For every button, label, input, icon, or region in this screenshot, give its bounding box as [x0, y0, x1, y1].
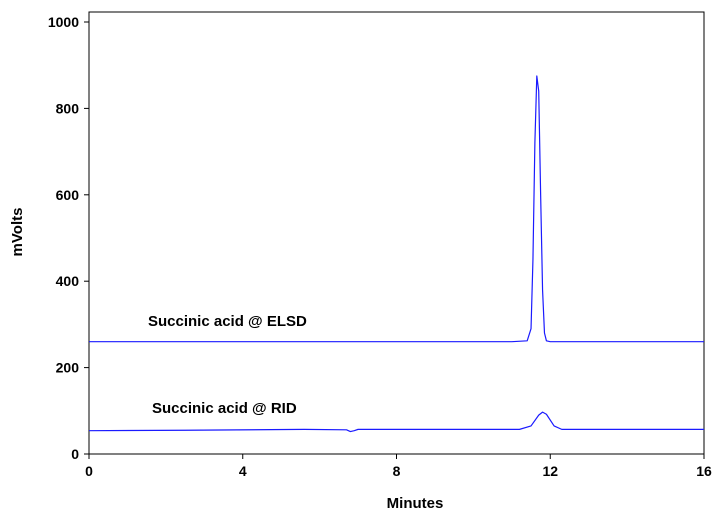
rid-series-label: Succinic acid @ RID: [152, 400, 297, 417]
series: [88, 75, 704, 433]
y-tick-label: 400: [56, 273, 80, 289]
x-tick-label: 16: [696, 463, 712, 479]
x-tick-label: 8: [393, 463, 401, 479]
y-tick-label: 200: [56, 360, 80, 376]
ticks: 0 4 8 12 16 0 200 400 600 800 1000: [48, 14, 712, 479]
y-tick-label: 1000: [48, 14, 79, 30]
plot-frame: [88, 11, 705, 455]
elsd-trace: [89, 75, 704, 343]
y-tick-label: 600: [56, 187, 80, 203]
x-tick-label: 0: [85, 463, 93, 479]
x-tick-label: 12: [542, 463, 558, 479]
x-tick-label: 4: [239, 463, 247, 479]
x-axis-title: Minutes: [387, 495, 444, 512]
y-tick-label: 0: [71, 446, 79, 462]
y-tick-label: 800: [56, 100, 80, 116]
y-axis-title: mVolts: [9, 208, 26, 257]
axes: [88, 11, 705, 455]
rid-trace: [88, 411, 704, 433]
labels: Minutes mVolts Succinic acid @ ELSD Succ…: [9, 208, 443, 512]
elsd-series-label: Succinic acid @ ELSD: [148, 313, 307, 330]
